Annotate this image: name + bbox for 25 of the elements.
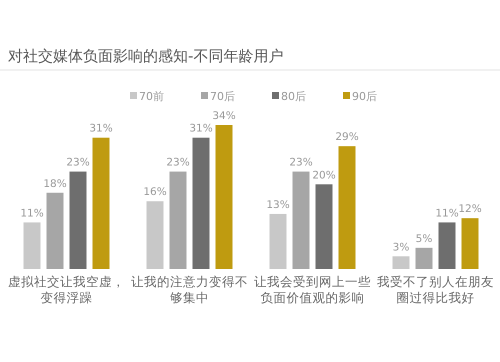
- data-label: 23%: [66, 156, 90, 169]
- data-label: 13%: [266, 198, 290, 211]
- legend-label: 80后: [281, 90, 306, 103]
- data-label: 23%: [166, 156, 190, 169]
- data-label: 34%: [212, 110, 236, 122]
- data-label: 23%: [289, 156, 313, 169]
- x-tick-label: 让我的注意力变得不够集中: [130, 274, 249, 306]
- data-label: 31%: [89, 122, 113, 135]
- data-label: 16%: [143, 186, 167, 198]
- x-tick-label: 我受不了别人在朋友圈过得比我好: [376, 274, 495, 306]
- data-label: 11%: [435, 207, 459, 220]
- data-label: 5%: [416, 232, 432, 245]
- data-label: 20%: [312, 169, 336, 182]
- data-label: 12%: [458, 203, 482, 216]
- data-label: 18%: [43, 178, 67, 190]
- data-label: 31%: [189, 122, 213, 135]
- legend-label: 90后: [352, 90, 377, 103]
- x-tick-label: 让我会受到网上一些负面价值观的影响: [253, 274, 372, 306]
- legend-label: 70后: [210, 90, 235, 103]
- title: 对社交媒体负面影响的感知-不同年龄用户: [8, 47, 284, 66]
- legend-label: 70前: [139, 90, 164, 103]
- data-label: 29%: [335, 131, 359, 144]
- x-tick-label: 虚拟社交让我空虚，变得浮躁: [7, 274, 126, 306]
- data-label: 11%: [20, 207, 44, 220]
- data-label: 3%: [392, 241, 410, 254]
